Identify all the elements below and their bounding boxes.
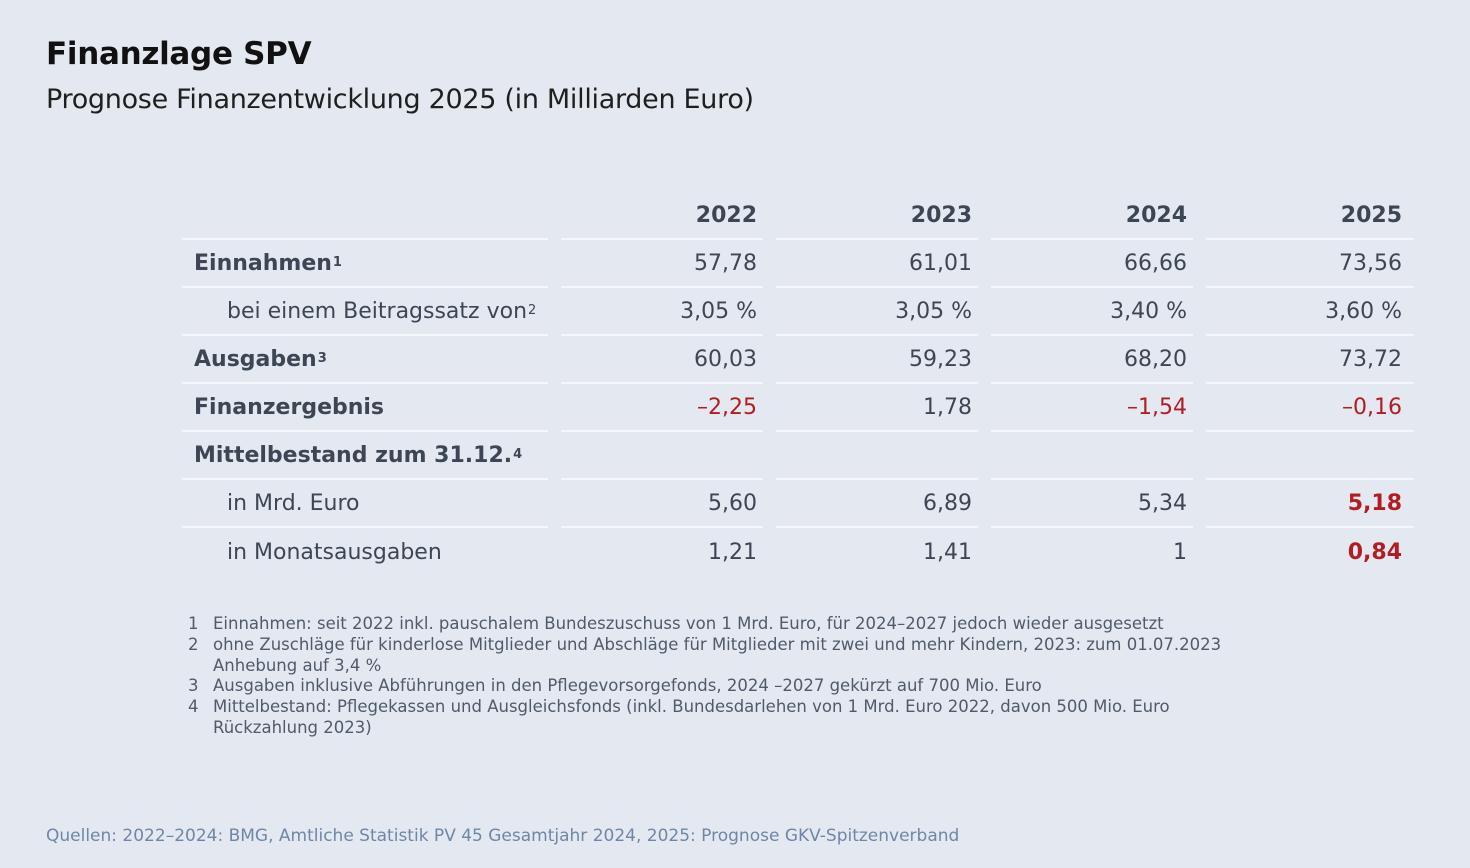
row-label: Mittelbestand zum 31.12. 4 <box>182 432 548 480</box>
table-cell: 5,34 <box>991 480 1193 528</box>
table-cell: 68,20 <box>991 336 1193 384</box>
footnote-text: ohne Zuschläge für kinderlose Mitglieder… <box>213 634 1222 675</box>
footnote-number: 1 <box>188 614 199 633</box>
column-header: 2024 <box>991 192 1193 240</box>
table-cell: 1 <box>1173 539 1187 565</box>
finance-table: 2022 2023 2024 2025 Einnahmen 1 57,78 61,… <box>182 192 1414 576</box>
source-note: Quellen: 2022–2024: BMG, Amtliche Statis… <box>46 826 960 846</box>
row-label: bei einem Beitragssatz von 2 <box>182 288 548 336</box>
table-row-ausgaben: Ausgaben 3 60,03 59,23 68,20 73,72 <box>182 336 1414 384</box>
page-subtitle: Prognose Finanzentwicklung 2025 (in Mill… <box>46 84 754 115</box>
table-cell: 3,60 % <box>1206 288 1414 336</box>
table-cell: 3,05 % <box>561 288 763 336</box>
table-cell-negative: –0,16 <box>1206 384 1414 432</box>
footnote-text: Ausgaben inklusive Abführungen in den Pf… <box>213 676 1042 696</box>
table-row-finanzergebnis: Finanzergebnis –2,25 1,78 –1,54 –0,16 <box>182 384 1414 432</box>
row-label: Ausgaben 3 <box>182 336 548 384</box>
table-row-mrd-euro: in Mrd. Euro 5,60 6,89 5,34 5,18 <box>182 480 1414 528</box>
footnote: 3 Ausgaben inklusive Abführungen in den … <box>188 676 1278 697</box>
footnote: 2 ohne Zuschläge für kinderlose Mitglied… <box>188 635 1278 677</box>
row-label: in Mrd. Euro <box>182 480 548 528</box>
row-label: in Monatsausgaben <box>227 539 442 565</box>
table-cell: 57,78 <box>561 240 763 288</box>
table-cell: 59,23 <box>776 336 978 384</box>
column-header: 2023 <box>776 192 978 240</box>
page-title: Finanzlage SPV <box>46 36 312 72</box>
table-cell: 1,21 <box>708 539 757 565</box>
table-header-row: 2022 2023 2024 2025 <box>182 192 1414 240</box>
table-cell-highlight: 0,84 <box>1347 539 1402 565</box>
table-row-beitragssatz: bei einem Beitragssatz von 2 3,05 % 3,05 … <box>182 288 1414 336</box>
table-cell: 3,40 % <box>991 288 1193 336</box>
table-cell: 73,72 <box>1206 336 1414 384</box>
column-header: 2022 <box>561 192 763 240</box>
footnote-number: 3 <box>188 676 199 696</box>
footnote-number: 4 <box>188 697 199 717</box>
table-cell: 5,60 <box>561 480 763 528</box>
table-cell-negative: –1,54 <box>991 384 1193 432</box>
column-header: 2025 <box>1206 192 1414 240</box>
header-empty-cell <box>182 192 548 240</box>
footnote-number: 2 <box>188 634 199 654</box>
table-cell: 1,78 <box>776 384 978 432</box>
table-cell <box>776 432 978 480</box>
table-cell: 6,89 <box>776 480 978 528</box>
row-label: Einnahmen 1 <box>182 240 548 288</box>
table-cell: 61,01 <box>776 240 978 288</box>
footnote-text: Mittelbestand: Pflegekassen und Ausgleic… <box>213 697 1170 737</box>
footnotes: 1 Einnahmen: seit 2022 inkl. pauschalem … <box>188 614 1278 739</box>
table-cell: 66,66 <box>991 240 1193 288</box>
table-row-einnahmen: Einnahmen 1 57,78 61,01 66,66 73,56 <box>182 240 1414 288</box>
table-cell <box>991 432 1193 480</box>
table-cell: 3,05 % <box>776 288 978 336</box>
footnote: 4 Mittelbestand: Pflegekassen und Ausgle… <box>188 697 1278 739</box>
footnote-text: Einnahmen: seit 2022 inkl. pauschalem Bu… <box>213 614 1164 633</box>
table-cell-highlight: 5,18 <box>1206 480 1414 528</box>
row-label: Finanzergebnis <box>182 384 548 432</box>
footnote: 1 Einnahmen: seit 2022 inkl. pauschalem … <box>188 614 1278 635</box>
table-row-mittelbestand: Mittelbestand zum 31.12. 4 <box>182 432 1414 480</box>
table-cell: 73,56 <box>1206 240 1414 288</box>
table-cell-negative: –2,25 <box>561 384 763 432</box>
table-cell <box>561 432 763 480</box>
table-cell: 1,41 <box>923 539 972 565</box>
table-cell: 60,03 <box>561 336 763 384</box>
table-row-monatsausgaben: in Monatsausgaben 1,21 1,41 1 0,84 <box>182 528 1414 576</box>
table-cell <box>1206 432 1414 480</box>
